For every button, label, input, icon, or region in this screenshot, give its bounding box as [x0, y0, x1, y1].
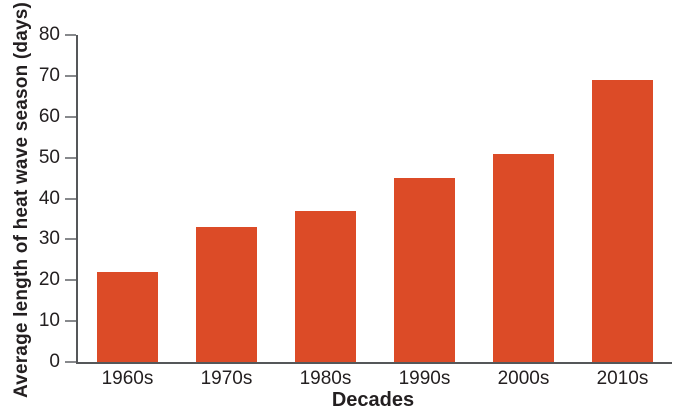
y-tick-mark — [65, 279, 76, 281]
y-tick-label: 20 — [38, 269, 60, 290]
y-tick-label: 40 — [38, 188, 60, 209]
y-tick-label: 80 — [38, 24, 60, 45]
bar-2010s — [592, 80, 653, 362]
bar-1960s — [97, 272, 158, 362]
y-tick-mark — [65, 320, 76, 322]
y-tick-mark — [65, 198, 76, 200]
bar-1970s — [196, 227, 257, 362]
x-tick-label-1970s: 1970s — [200, 368, 253, 389]
y-tick-label: 70 — [38, 65, 60, 86]
y-tick-label: 50 — [38, 147, 60, 168]
y-tick-label: 30 — [38, 228, 60, 249]
y-tick-mark — [65, 238, 76, 240]
y-tick-label: 60 — [38, 106, 60, 127]
x-axis-title: Decades — [331, 389, 415, 411]
bar-1990s — [394, 178, 455, 362]
y-tick-mark — [65, 157, 76, 159]
x-tick-label-1990s: 1990s — [398, 368, 451, 389]
x-tick-label-1960s: 1960s — [101, 368, 154, 389]
plot-area: 0 10 20 30 40 50 60 70 80 1960s 1970s 1980s 1990s 200… — [39, 24, 672, 389]
y-tick-mark — [65, 116, 76, 118]
bar-1980s — [295, 211, 356, 362]
bar-2000s — [493, 154, 554, 362]
x-tick-label-2000s: 2000s — [497, 368, 550, 389]
x-tick-label-1980s: 1980s — [299, 368, 352, 389]
y-tick-mark — [65, 361, 76, 363]
x-tick-label-2010s: 2010s — [596, 368, 649, 389]
y-tick-label: 0 — [49, 351, 60, 372]
y-tick-label: 10 — [38, 310, 60, 331]
y-tick-mark — [65, 34, 76, 36]
y-tick-mark — [65, 75, 76, 77]
